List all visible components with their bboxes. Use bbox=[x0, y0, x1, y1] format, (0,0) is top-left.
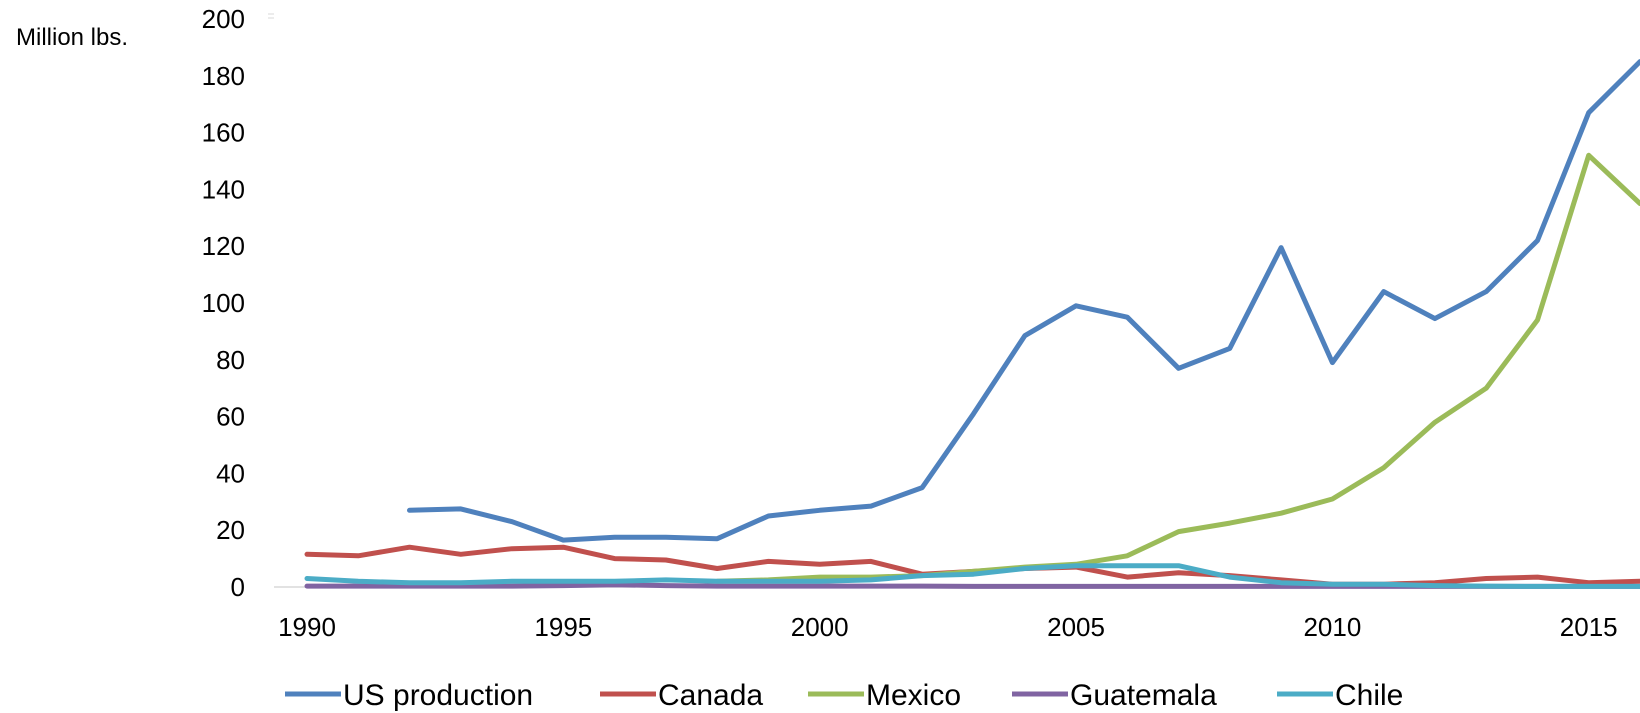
legend: US production Canada Mexico Guatemala Chile bbox=[285, 679, 1403, 712]
x-tick-label: 2000 bbox=[791, 612, 849, 642]
y-tick-label: 180 bbox=[202, 61, 245, 91]
legend-label-mexico: Mexico bbox=[866, 679, 961, 712]
x-tick-label: 2005 bbox=[1047, 612, 1105, 642]
y-axis-label: Million lbs. bbox=[16, 24, 128, 51]
legend-label-chile: Chile bbox=[1335, 679, 1403, 712]
legend-label-guatemala: Guatemala bbox=[1070, 679, 1217, 712]
x-tick-label: 1995 bbox=[534, 612, 592, 642]
series-line-chile bbox=[307, 566, 1640, 587]
y-tick-label: 200 bbox=[202, 4, 245, 34]
y-tick-label: 20 bbox=[216, 515, 245, 545]
x-tick-label: 2010 bbox=[1303, 612, 1361, 642]
x-tick-labels: 1990 1995 2000 2005 2010 2015 bbox=[278, 612, 1618, 642]
series-line-us-production bbox=[410, 62, 1640, 540]
legend-label-us-production: US production bbox=[343, 679, 533, 712]
x-tick-label: 1990 bbox=[278, 612, 336, 642]
y-tick-label: 60 bbox=[216, 402, 245, 432]
series-line-canada bbox=[307, 547, 1640, 584]
series-lines bbox=[307, 62, 1640, 587]
y-tick-label: 80 bbox=[216, 345, 245, 375]
y-tick-label: 0 bbox=[231, 572, 245, 602]
x-tick-label: 2015 bbox=[1560, 612, 1618, 642]
y-tick-label: 40 bbox=[216, 458, 245, 488]
y-tick-labels: 0 20 40 60 80 100 120 140 160 180 200 bbox=[202, 4, 245, 602]
legend-label-canada: Canada bbox=[658, 679, 763, 712]
y-tick-label: 160 bbox=[202, 118, 245, 148]
y-tick-label: 140 bbox=[202, 174, 245, 204]
y-tick-label: 120 bbox=[202, 231, 245, 261]
y-tick-label: 100 bbox=[202, 288, 245, 318]
